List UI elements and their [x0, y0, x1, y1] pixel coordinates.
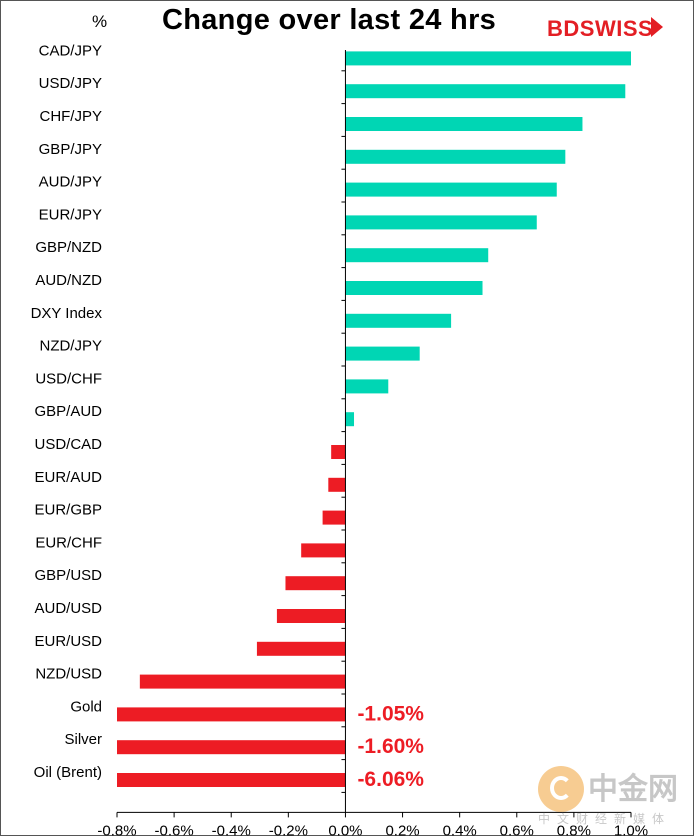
category-label: EUR/GBP [34, 502, 102, 519]
bar-aud-usd [276, 609, 346, 623]
watermark-logo-icon [538, 766, 584, 812]
category-label: AUD/JPY [39, 174, 102, 191]
x-tick-label: 0.8% [557, 822, 591, 836]
bar-chf-jpy [345, 117, 583, 131]
watermark-text: 中金网 [588, 773, 678, 806]
category-label: NZD/USD [35, 666, 102, 683]
x-tick-label: 0.2% [385, 822, 419, 836]
category-label: CAD/JPY [39, 42, 102, 59]
bar-gbp-jpy [345, 149, 566, 164]
x-tick-label: -0.2% [269, 822, 308, 836]
bar-eur-jpy [345, 215, 537, 230]
unit-label: % [92, 12, 108, 31]
bar-eur-gbp [322, 510, 346, 525]
category-label: GBP/AUD [34, 403, 102, 420]
bar-aud-nzd [345, 281, 483, 295]
watermark-subtitle: 中文财经新媒体 [538, 812, 672, 826]
bar-dxy-index [345, 313, 452, 328]
category-label: DXY Index [31, 305, 103, 322]
data-label: -1.60% [357, 735, 424, 758]
category-label: Oil (Brent) [34, 764, 102, 781]
category-label: NZD/JPY [39, 338, 102, 355]
bar-eur-chf [301, 543, 346, 558]
x-tick-label: 0.0% [328, 822, 362, 836]
category-label: AUD/NZD [35, 272, 102, 289]
x-tick-label: 0.6% [500, 822, 534, 836]
bar-oil-brent- [117, 773, 346, 787]
category-label: Gold [70, 698, 102, 715]
category-label: EUR/USD [34, 633, 102, 650]
category-label: EUR/CHF [35, 534, 102, 551]
chart-title: Change over last 24 hrs [162, 4, 497, 36]
category-label: AUD/USD [34, 600, 102, 617]
bar-silver [117, 740, 346, 755]
bar-nzd-usd [139, 674, 346, 689]
bar-usd-jpy [345, 84, 626, 99]
watermark: 中金网 中文财经新媒体 [538, 762, 688, 830]
x-tick-label: 1.0% [614, 822, 648, 836]
bar-gbp-nzd [345, 248, 489, 263]
bar-cad-jpy [345, 51, 631, 66]
category-label: CHF/JPY [39, 108, 102, 125]
brand-logo: BDSWISS [547, 16, 654, 41]
category-label: USD/CAD [34, 436, 102, 453]
data-label: -6.06% [357, 768, 424, 791]
category-label: USD/CHF [35, 370, 102, 387]
bar-usd-cad [331, 445, 346, 459]
bar-aud-jpy [345, 182, 557, 197]
x-tick-label: -0.6% [155, 822, 194, 836]
bar-gbp-aud [345, 412, 355, 427]
bar-gbp-usd [285, 576, 346, 591]
category-label: USD/JPY [39, 75, 102, 92]
x-tick-label: -0.8% [97, 822, 136, 836]
bar-gold [117, 707, 346, 722]
category-label: EUR/AUD [34, 469, 102, 486]
category-label: GBP/JPY [39, 141, 102, 158]
brand-logo-arrow-icon [651, 17, 663, 37]
bar-usd-chf [345, 379, 389, 394]
bar-eur-aud [328, 477, 346, 492]
category-label: GBP/USD [34, 567, 102, 584]
data-label: -1.05% [357, 702, 424, 725]
x-tick-label: 0.4% [443, 822, 477, 836]
x-tick-label: -0.4% [212, 822, 251, 836]
category-label: EUR/JPY [39, 206, 102, 223]
bar-eur-usd [256, 641, 346, 656]
bar-nzd-jpy [345, 346, 420, 361]
category-label: GBP/NZD [35, 239, 102, 256]
category-label: Silver [64, 731, 102, 748]
